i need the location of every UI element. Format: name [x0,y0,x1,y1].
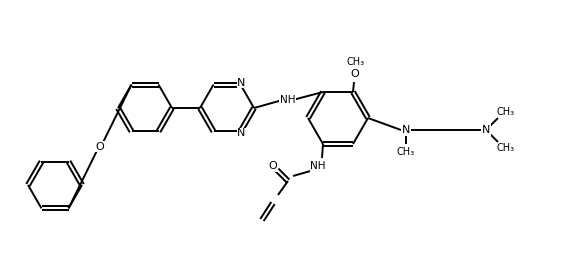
Text: N: N [237,128,246,138]
Text: CH₃: CH₃ [497,107,515,117]
Text: NH: NH [280,95,295,105]
Text: CH₃: CH₃ [497,143,515,153]
Text: CH₃: CH₃ [347,57,365,67]
Text: O: O [269,161,278,171]
Text: N: N [237,78,246,88]
Text: O: O [351,69,359,79]
Text: CH₃: CH₃ [397,147,415,157]
Text: O: O [96,142,105,151]
Text: N: N [482,125,490,135]
Text: N: N [402,125,410,135]
Text: NH: NH [310,161,326,171]
